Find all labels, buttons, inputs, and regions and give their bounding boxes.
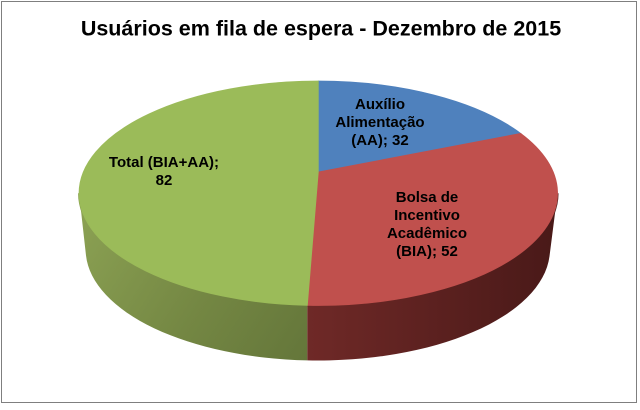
- svg-text:Total (BIA+AA);: Total (BIA+AA);: [109, 154, 219, 171]
- svg-text:Usuários em fila de espera - D: Usuários em fila de espera - Dezembro de…: [81, 17, 561, 41]
- svg-text:Alimentação: Alimentação: [335, 114, 424, 131]
- svg-text:Acadêmico: Acadêmico: [387, 225, 467, 242]
- svg-text:(AA); 32: (AA); 32: [351, 132, 409, 149]
- svg-text:(BIA); 52: (BIA); 52: [396, 243, 458, 260]
- svg-text:Bolsa de: Bolsa de: [396, 189, 459, 206]
- svg-text:Incentivo: Incentivo: [394, 207, 460, 224]
- svg-text:82: 82: [156, 172, 173, 189]
- svg-text:Auxílio: Auxílio: [355, 96, 405, 113]
